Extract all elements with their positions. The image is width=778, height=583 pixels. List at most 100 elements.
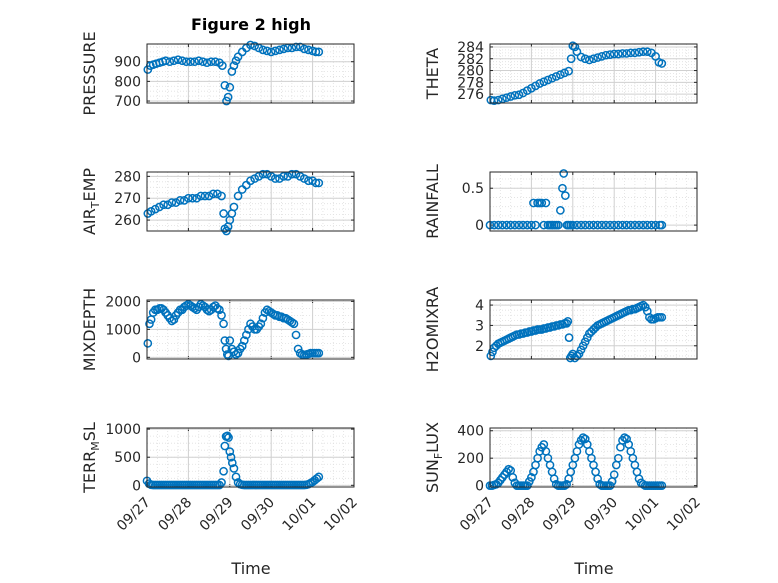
data-point (642, 47, 652, 57)
data-point (559, 169, 569, 178)
data-point (295, 42, 305, 52)
data-point (219, 209, 228, 218)
axes-frame (489, 171, 698, 232)
data-point (219, 319, 228, 329)
data-point (204, 191, 214, 201)
data-point (143, 338, 153, 348)
y-tick-label: 800 (114, 74, 141, 90)
data-point (647, 220, 656, 230)
data-point (206, 57, 216, 67)
y-tick-label: 2 (475, 339, 484, 355)
data-point (605, 50, 615, 59)
data-point (293, 344, 303, 354)
data-point (177, 56, 187, 66)
y-tick-label: 3 (475, 318, 484, 334)
data-point (225, 82, 235, 92)
y-axis-label: PRESSURE (80, 31, 99, 115)
data-point (638, 300, 648, 310)
data-point (311, 47, 321, 57)
data-point (196, 191, 206, 201)
data-point (626, 48, 636, 58)
data-point (237, 341, 247, 351)
data-point (563, 317, 573, 326)
y-tick-label: 2000 (105, 294, 141, 310)
data-point (651, 220, 660, 230)
data-point (560, 68, 569, 78)
data-point (233, 191, 243, 201)
data-point (314, 472, 324, 482)
data-point (217, 191, 226, 201)
data-point (622, 49, 631, 58)
data-point (266, 172, 276, 181)
data-point (564, 333, 574, 342)
y-tick-label: 280 (114, 169, 141, 185)
y-axis-label: RAINFALL (423, 164, 442, 239)
y-tick-label: 280 (457, 64, 484, 80)
data-point (506, 92, 516, 101)
data-point (630, 220, 640, 230)
subplot-6: 2 3 4 H2OMIXRA (423, 287, 698, 372)
data-point (314, 348, 324, 358)
data-point (618, 220, 627, 230)
data-point (605, 481, 615, 490)
data-point (262, 46, 272, 56)
y-tick-label: 278 (457, 75, 484, 91)
y-axis-label: SUNFLUX (423, 422, 445, 493)
data-point (539, 220, 549, 230)
data-point (270, 174, 280, 183)
axes-frame (146, 43, 355, 104)
y-tick-label: 900 (114, 55, 141, 71)
data-point (609, 49, 619, 59)
data-point (502, 93, 511, 103)
data-point (299, 174, 309, 183)
x-axis-label-left: Time (230, 559, 270, 578)
plot-area (147, 172, 354, 231)
data-point (146, 206, 156, 216)
y-tick-label: 270 (114, 191, 141, 207)
data-point (498, 220, 507, 230)
data-point (642, 220, 652, 230)
data-point (167, 198, 177, 207)
data-point (194, 56, 204, 66)
data-point (489, 220, 499, 230)
data-point (225, 447, 235, 456)
data-point (256, 319, 266, 329)
data-point (572, 220, 582, 230)
data-point (210, 57, 220, 67)
data-point (287, 169, 297, 179)
data-point (488, 347, 497, 357)
data-point (275, 45, 284, 55)
data-point (580, 220, 590, 230)
y-tick-label: 0 (475, 479, 484, 495)
data-point (613, 220, 623, 230)
data-point (217, 478, 226, 487)
data-point (222, 96, 231, 106)
y-tick-label: 0 (475, 218, 484, 234)
y-tick-label: 1000 (105, 422, 141, 438)
data-point (208, 189, 218, 199)
data-point (613, 453, 623, 463)
data-point (638, 47, 648, 57)
data-point (250, 174, 259, 183)
data-point (634, 47, 644, 57)
data-point (220, 80, 230, 90)
data-point (220, 441, 230, 451)
data-point (657, 481, 667, 490)
data-point (589, 54, 598, 64)
data-point (562, 479, 571, 489)
data-point (233, 348, 243, 358)
data-point (580, 434, 590, 444)
data-point (171, 198, 181, 207)
data-point (250, 41, 259, 51)
data-point (161, 56, 170, 66)
data-point (547, 73, 557, 83)
data-point (576, 52, 586, 62)
data-point (242, 330, 251, 340)
y-tick-label: 0 (132, 350, 141, 366)
data-point (145, 319, 154, 329)
data-point (312, 474, 322, 483)
data-point (314, 47, 324, 57)
data-point (246, 176, 255, 186)
data-point (638, 220, 648, 230)
